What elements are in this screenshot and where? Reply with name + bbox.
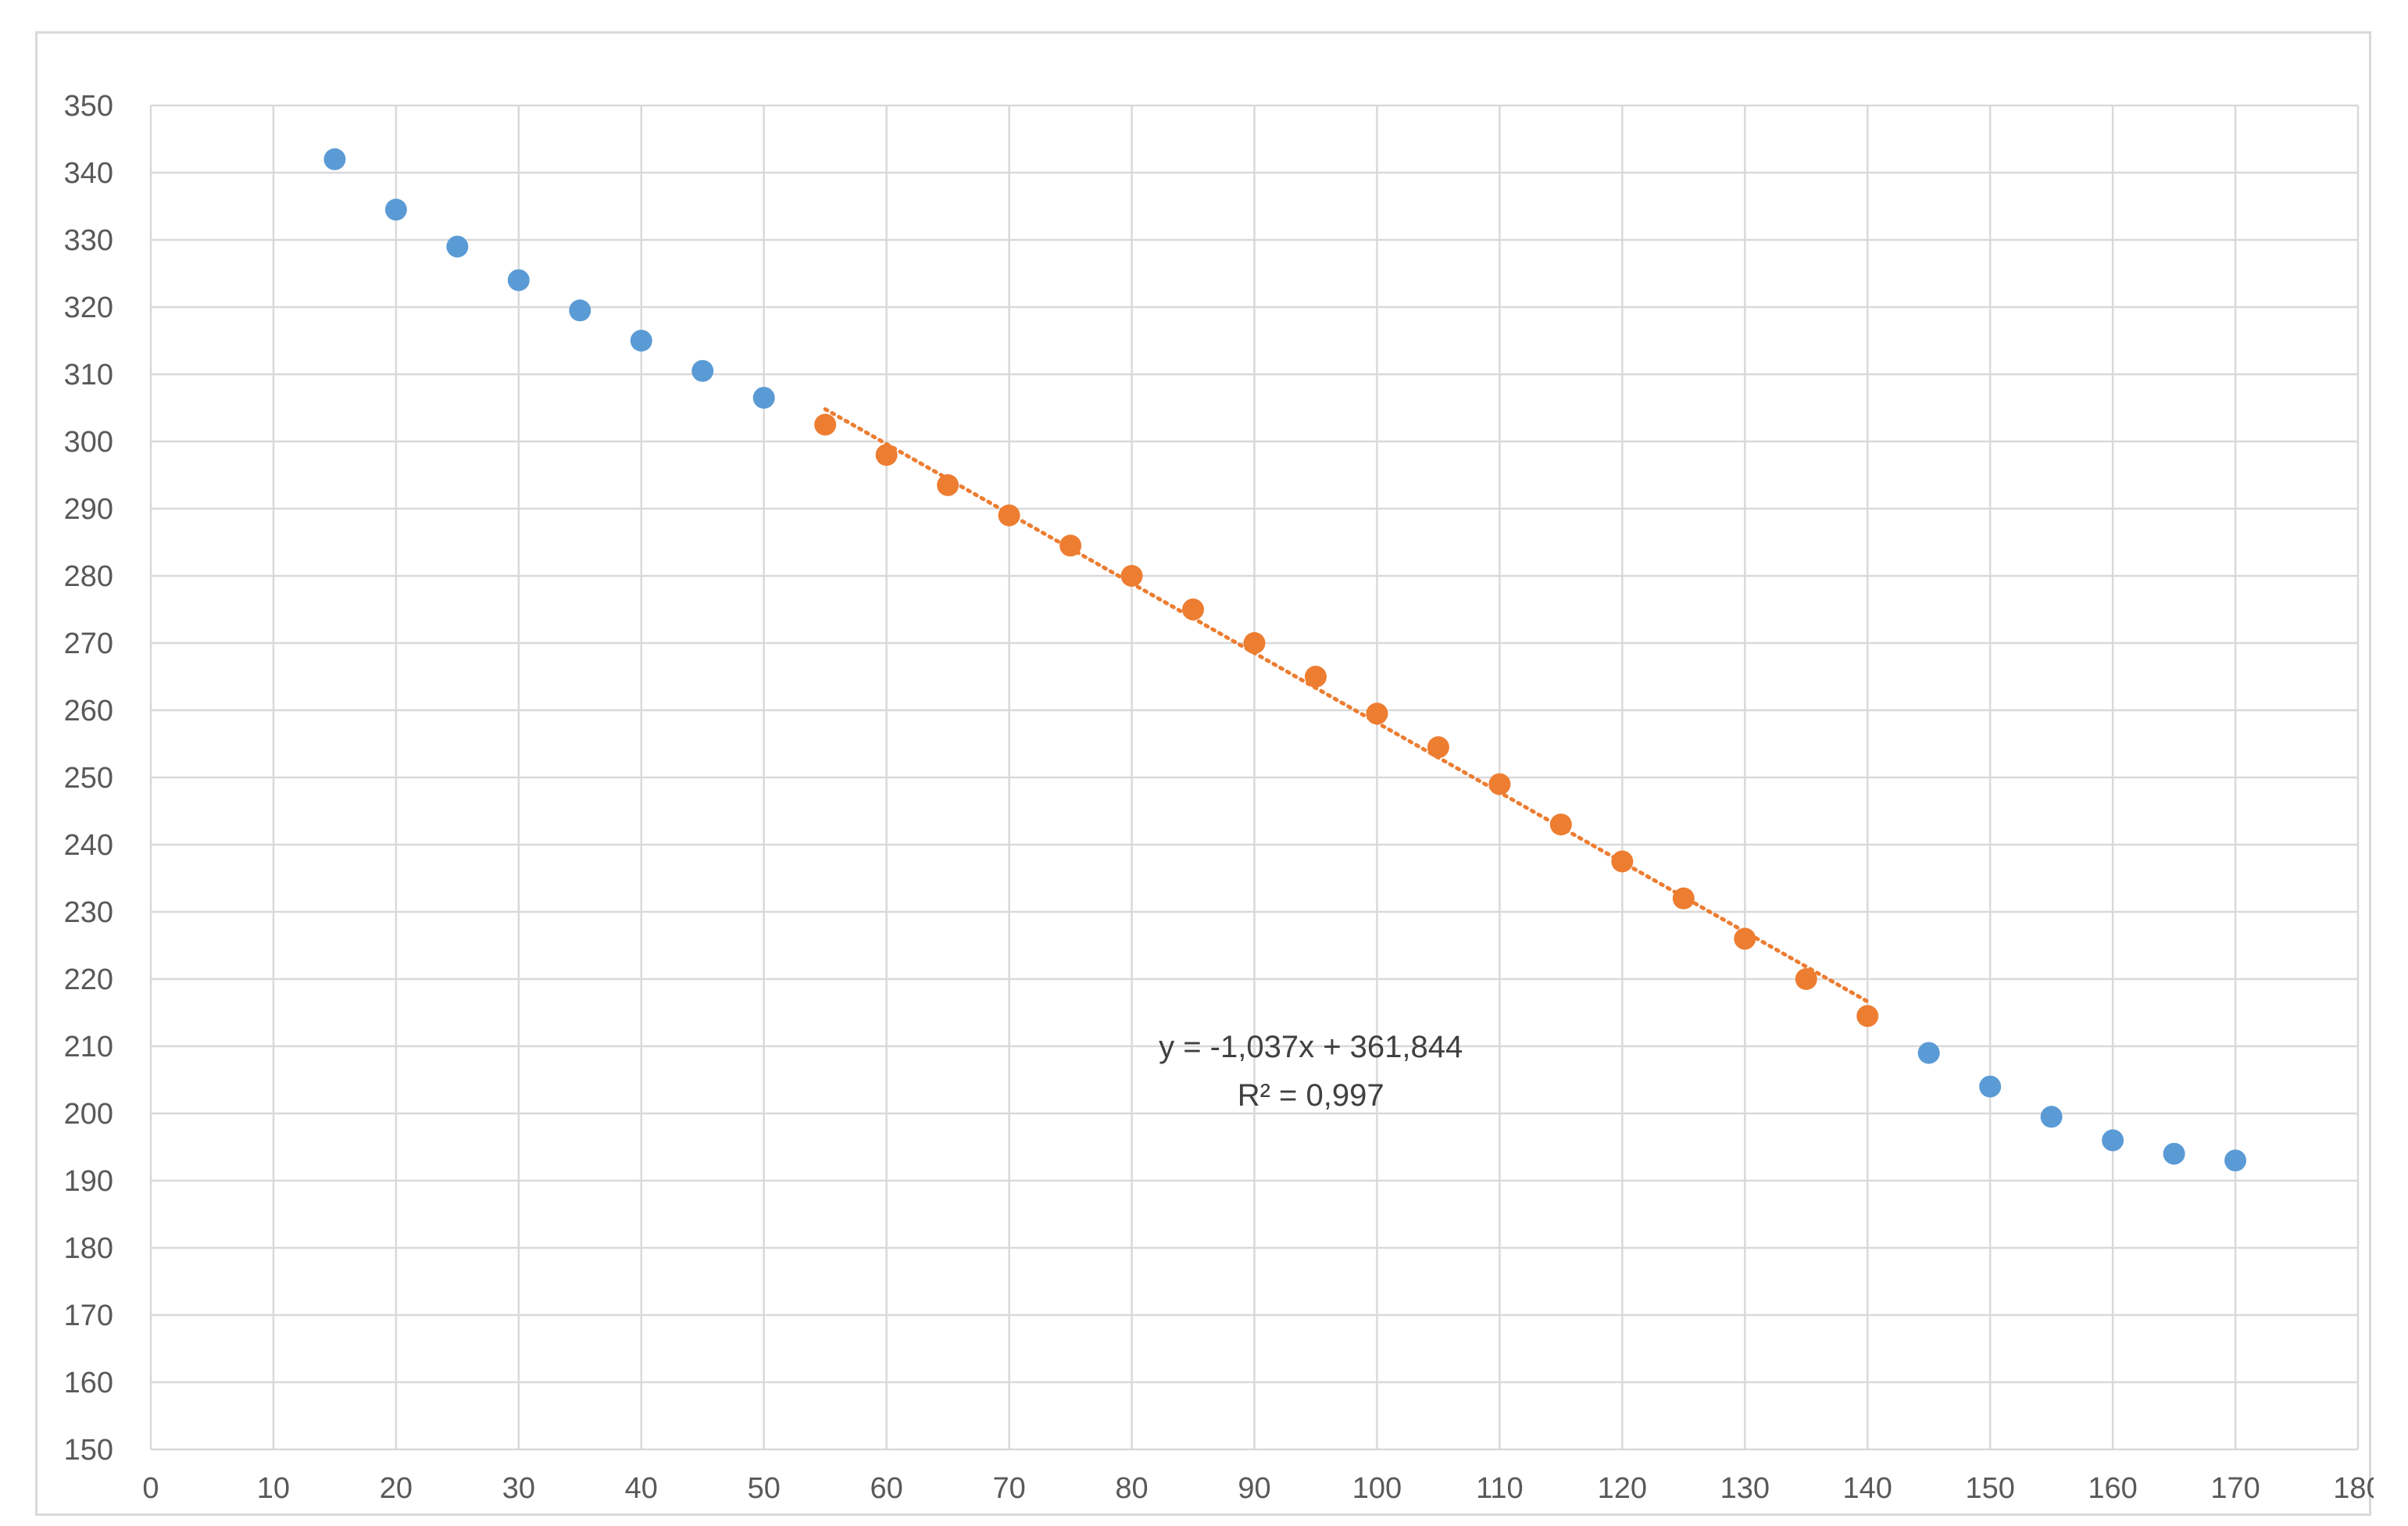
data-point xyxy=(2163,1142,2185,1165)
y-tick-label: 250 xyxy=(64,762,113,795)
trendline-annotation: y = -1,037x + 361,844 R² = 0,997 xyxy=(1159,1030,1463,1113)
data-point xyxy=(1488,773,1511,795)
data-point xyxy=(569,299,591,322)
data-point xyxy=(2224,1149,2247,1172)
data-point xyxy=(1059,534,1082,557)
y-tick-label: 240 xyxy=(64,829,113,862)
y-tick-label: 310 xyxy=(64,359,113,391)
y-tick-label: 300 xyxy=(64,426,113,459)
data-point xyxy=(1243,632,1266,654)
data-point xyxy=(1611,850,1634,873)
data-point xyxy=(937,474,959,496)
data-point xyxy=(1979,1075,2002,1098)
x-tick-label: 180 xyxy=(2333,1472,2374,1505)
y-tick-label: 290 xyxy=(64,493,113,526)
data-point xyxy=(384,198,407,221)
trendline-layer xyxy=(823,407,1870,1004)
x-tick-label: 50 xyxy=(748,1472,781,1505)
data-point xyxy=(1795,968,1817,990)
y-tick-label: 190 xyxy=(64,1165,113,1198)
x-tick-label: 90 xyxy=(1238,1472,1270,1505)
data-points xyxy=(323,148,2247,1172)
data-point xyxy=(323,148,346,170)
scatter-chart: 0 10 20 30 40 50 60 70 80 90 100 110 120 130 140 150 160… xyxy=(64,90,2374,1505)
y-tick-label: 330 xyxy=(64,224,113,257)
data-point xyxy=(1366,702,1388,725)
y-tick-label: 160 xyxy=(64,1367,113,1399)
x-tick-label: 170 xyxy=(2210,1472,2260,1505)
y-tick-label: 280 xyxy=(64,560,113,593)
data-point xyxy=(630,330,652,352)
x-tick-label: 150 xyxy=(1965,1472,2014,1505)
grid xyxy=(149,104,2360,1451)
data-point xyxy=(752,387,775,409)
x-tick-label: 70 xyxy=(992,1472,1025,1505)
x-tick-label: 10 xyxy=(257,1472,290,1505)
data-point xyxy=(875,444,898,466)
axis-tick-labels: 0 10 20 30 40 50 60 70 80 90 100 110 120 130 140 150 160… xyxy=(64,90,2374,1505)
data-point xyxy=(1304,666,1327,688)
x-tick-label: 20 xyxy=(380,1472,413,1505)
data-point xyxy=(1427,736,1449,759)
data-point xyxy=(814,413,837,436)
data-point xyxy=(507,269,530,291)
y-tick-label: 260 xyxy=(64,695,113,727)
y-tick-label: 200 xyxy=(64,1098,113,1131)
y-tick-label: 230 xyxy=(64,896,113,929)
y-tick-label: 210 xyxy=(64,1031,113,1063)
x-tick-label: 120 xyxy=(1598,1472,1647,1505)
y-tick-label: 150 xyxy=(64,1434,113,1467)
trendline-equation: y = -1,037x + 361,844 xyxy=(1159,1030,1463,1064)
data-point xyxy=(1672,887,1695,910)
x-tick-label: 0 xyxy=(142,1472,159,1505)
x-tick-label: 110 xyxy=(1476,1472,1524,1505)
y-tick-label: 350 xyxy=(64,90,113,123)
data-point xyxy=(446,235,469,258)
x-tick-label: 130 xyxy=(1720,1472,1770,1505)
data-point xyxy=(2040,1106,2063,1128)
data-point xyxy=(1856,1005,1879,1027)
x-tick-label: 40 xyxy=(625,1472,658,1505)
y-tick-label: 180 xyxy=(64,1232,113,1265)
y-tick-label: 340 xyxy=(64,157,113,190)
x-tick-label: 80 xyxy=(1115,1472,1148,1505)
data-point xyxy=(1917,1042,1940,1064)
data-point xyxy=(2102,1129,2124,1152)
trendline-r-squared: R² = 0,997 xyxy=(1238,1078,1384,1113)
data-point xyxy=(691,359,714,382)
data-point xyxy=(1182,599,1205,620)
x-tick-label: 30 xyxy=(502,1472,535,1505)
x-tick-label: 160 xyxy=(2088,1472,2137,1505)
y-tick-label: 170 xyxy=(64,1299,113,1332)
chart-frame: 0 10 20 30 40 50 60 70 80 90 100 110 120 130 140 150 160… xyxy=(35,31,2374,1516)
data-point xyxy=(998,504,1020,527)
data-point xyxy=(1549,813,1572,836)
y-tick-label: 220 xyxy=(64,963,113,996)
data-point xyxy=(1120,565,1143,587)
x-tick-label: 140 xyxy=(1843,1472,1892,1505)
x-tick-label: 100 xyxy=(1352,1472,1402,1505)
y-tick-label: 270 xyxy=(64,627,113,660)
linear-trendline xyxy=(823,407,1870,1004)
x-tick-label: 60 xyxy=(870,1472,903,1505)
y-tick-label: 320 xyxy=(64,291,113,324)
data-point xyxy=(1734,927,1756,950)
